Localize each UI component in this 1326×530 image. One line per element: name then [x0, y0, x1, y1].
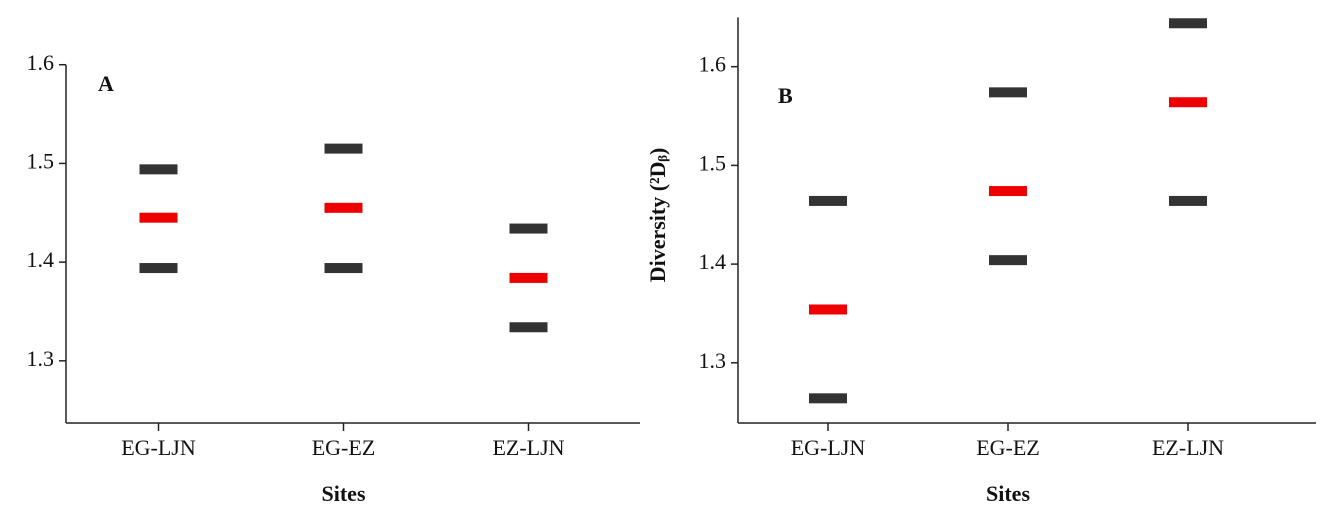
dash-mark: [324, 143, 363, 154]
dash-mark: [324, 263, 363, 274]
dash-mark: [509, 272, 548, 283]
y-tick-label: 1.6: [699, 52, 727, 77]
panel-letter: A: [98, 71, 114, 96]
x-axis-label: Sites: [322, 481, 366, 506]
panel-letter: B: [778, 83, 793, 108]
y-tick-label: 1.4: [27, 247, 55, 272]
y-tick-label: 1.6: [27, 50, 55, 75]
x-tick-label: EG-EZ: [976, 435, 1040, 460]
dash-mark: [139, 263, 178, 274]
dash-mark: [1169, 97, 1207, 108]
dash-mark: [139, 212, 178, 223]
y-tick-label: 1.3: [27, 346, 55, 371]
dash-mark: [509, 322, 548, 333]
x-tick-label: EZ-LJN: [492, 435, 564, 460]
dash-mark: [989, 87, 1027, 98]
dash-mark: [1169, 195, 1207, 206]
x-axis-label: Sites: [986, 481, 1030, 506]
dash-mark: [1169, 18, 1207, 29]
dash-mark: [809, 304, 847, 315]
y-tick-label: 1.5: [699, 150, 727, 175]
x-tick-label: EG-LJN: [121, 435, 196, 460]
dash-mark: [809, 195, 847, 206]
dash-mark: [989, 255, 1027, 266]
dash-mark: [509, 223, 548, 234]
y-axis-label: Diversity (²Dᵦ): [645, 148, 670, 283]
dash-mark: [324, 202, 363, 213]
x-tick-label: EG-LJN: [791, 435, 866, 460]
x-tick-label: EG-EZ: [312, 435, 376, 460]
y-tick-label: 1.4: [699, 249, 727, 274]
dash-mark: [809, 393, 847, 404]
dash-mark: [989, 186, 1027, 197]
y-tick-label: 1.5: [27, 148, 55, 173]
x-tick-label: EZ-LJN: [1152, 435, 1224, 460]
y-tick-label: 1.3: [699, 348, 727, 373]
dash-mark: [139, 164, 178, 175]
